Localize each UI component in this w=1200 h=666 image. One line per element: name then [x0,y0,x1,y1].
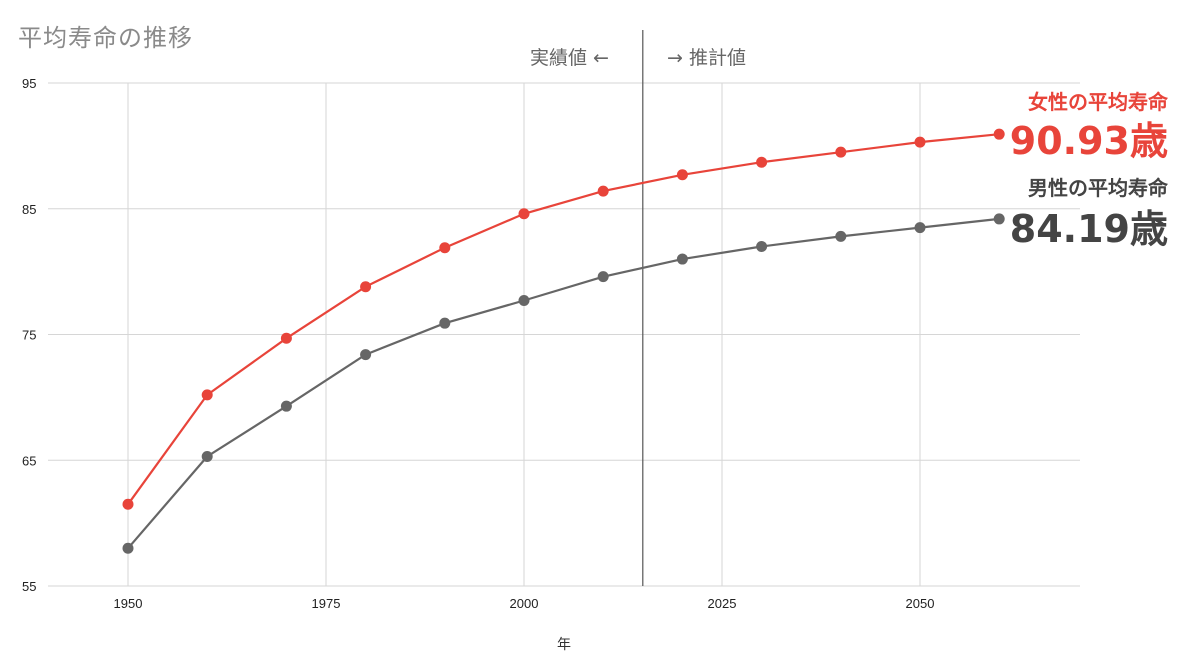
data-point [439,317,451,329]
projection-label: → 推計値 [667,47,746,69]
actual-label: 実績値 ← [530,47,609,69]
y-tick-label: 75 [22,328,36,343]
data-point [280,332,292,344]
data-point [756,156,768,168]
data-point [597,271,609,283]
data-point [914,136,926,148]
data-point [518,208,530,220]
x-tick-label: 2000 [510,596,539,611]
data-point [597,185,609,197]
y-tick-label: 85 [22,202,36,217]
female-legend-value: 90.93歳 [1009,119,1168,163]
data-point [676,253,688,265]
data-point [993,213,1005,225]
male-legend-value: 84.19歳 [1009,207,1168,251]
x-tick-label: 1975 [312,596,341,611]
series-line-1 [127,217,1000,550]
data-point [914,222,926,234]
data-point [756,240,768,252]
data-point [518,295,530,307]
x-tick-label: 2050 [906,596,935,611]
y-tick-label: 65 [22,453,36,468]
data-point [122,542,134,554]
series-line-0 [127,133,1000,505]
x-tick-label: 1950 [114,596,143,611]
female-legend-label: 女性の平均寿命 [1028,90,1168,114]
data-point [676,169,688,181]
data-point [835,230,847,242]
data-point [993,128,1005,140]
x-axis-label: 年 [557,637,571,653]
data-point [280,400,292,412]
data-point [122,498,134,510]
data-point [201,389,213,401]
y-tick-label: 55 [22,579,36,594]
data-point [360,281,372,293]
y-tick-label: 95 [22,76,36,91]
chart-title: 平均寿命の推移 [18,24,193,52]
data-point [360,349,372,361]
data-point [835,146,847,158]
data-point [439,242,451,254]
data-point [201,450,213,462]
male-legend-label: 男性の平均寿命 [1028,176,1168,200]
x-tick-label: 2025 [708,596,737,611]
